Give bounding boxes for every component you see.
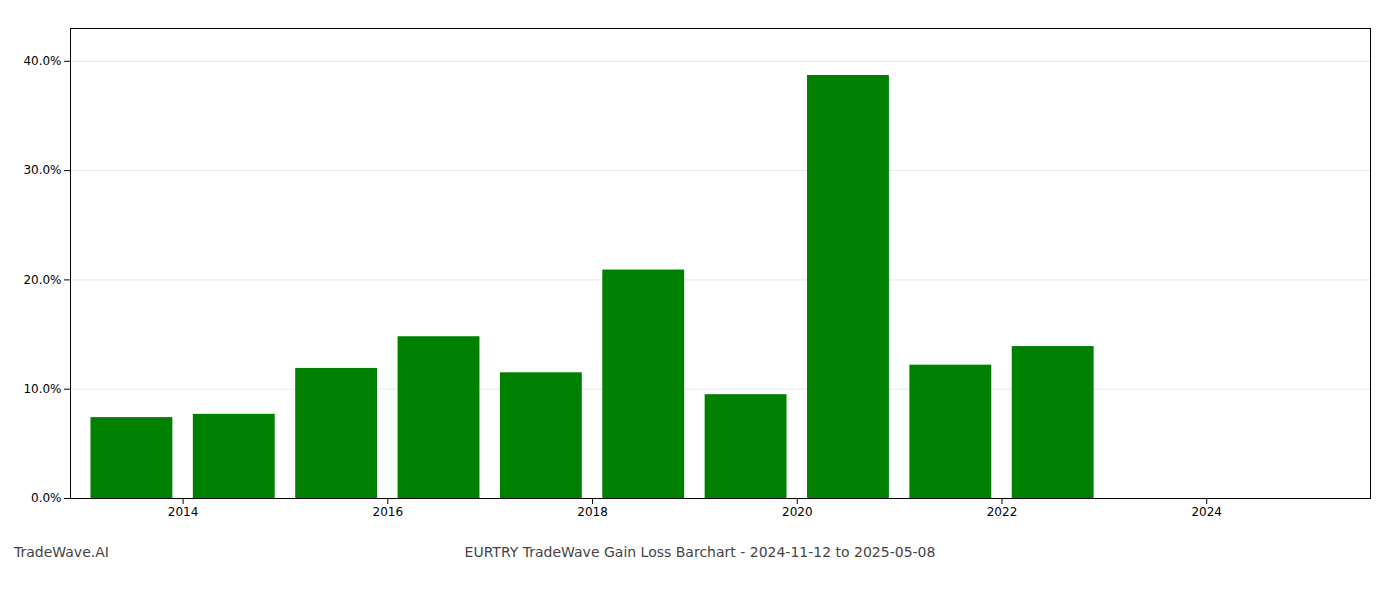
svg-text:2022: 2022 <box>987 505 1018 519</box>
svg-text:2016: 2016 <box>373 505 404 519</box>
svg-text:2020: 2020 <box>782 505 813 519</box>
svg-text:10.0%: 10.0% <box>23 382 61 396</box>
svg-text:2018: 2018 <box>577 505 608 519</box>
svg-text:30.0%: 30.0% <box>23 163 61 177</box>
svg-text:2014: 2014 <box>168 505 199 519</box>
svg-text:20.0%: 20.0% <box>23 273 61 287</box>
html-text:TradeWave.AI: TradeWave.AI <box>14 544 109 560</box>
svg-text:2024: 2024 <box>1191 505 1222 519</box>
svg-text:0.0%: 0.0% <box>31 491 62 505</box>
svg-text:40.0%: 40.0% <box>23 54 61 68</box>
html-text:EURTRY TradeWave Gain Loss Bar: EURTRY TradeWave Gain Loss Barchart - 20… <box>464 544 936 560</box>
